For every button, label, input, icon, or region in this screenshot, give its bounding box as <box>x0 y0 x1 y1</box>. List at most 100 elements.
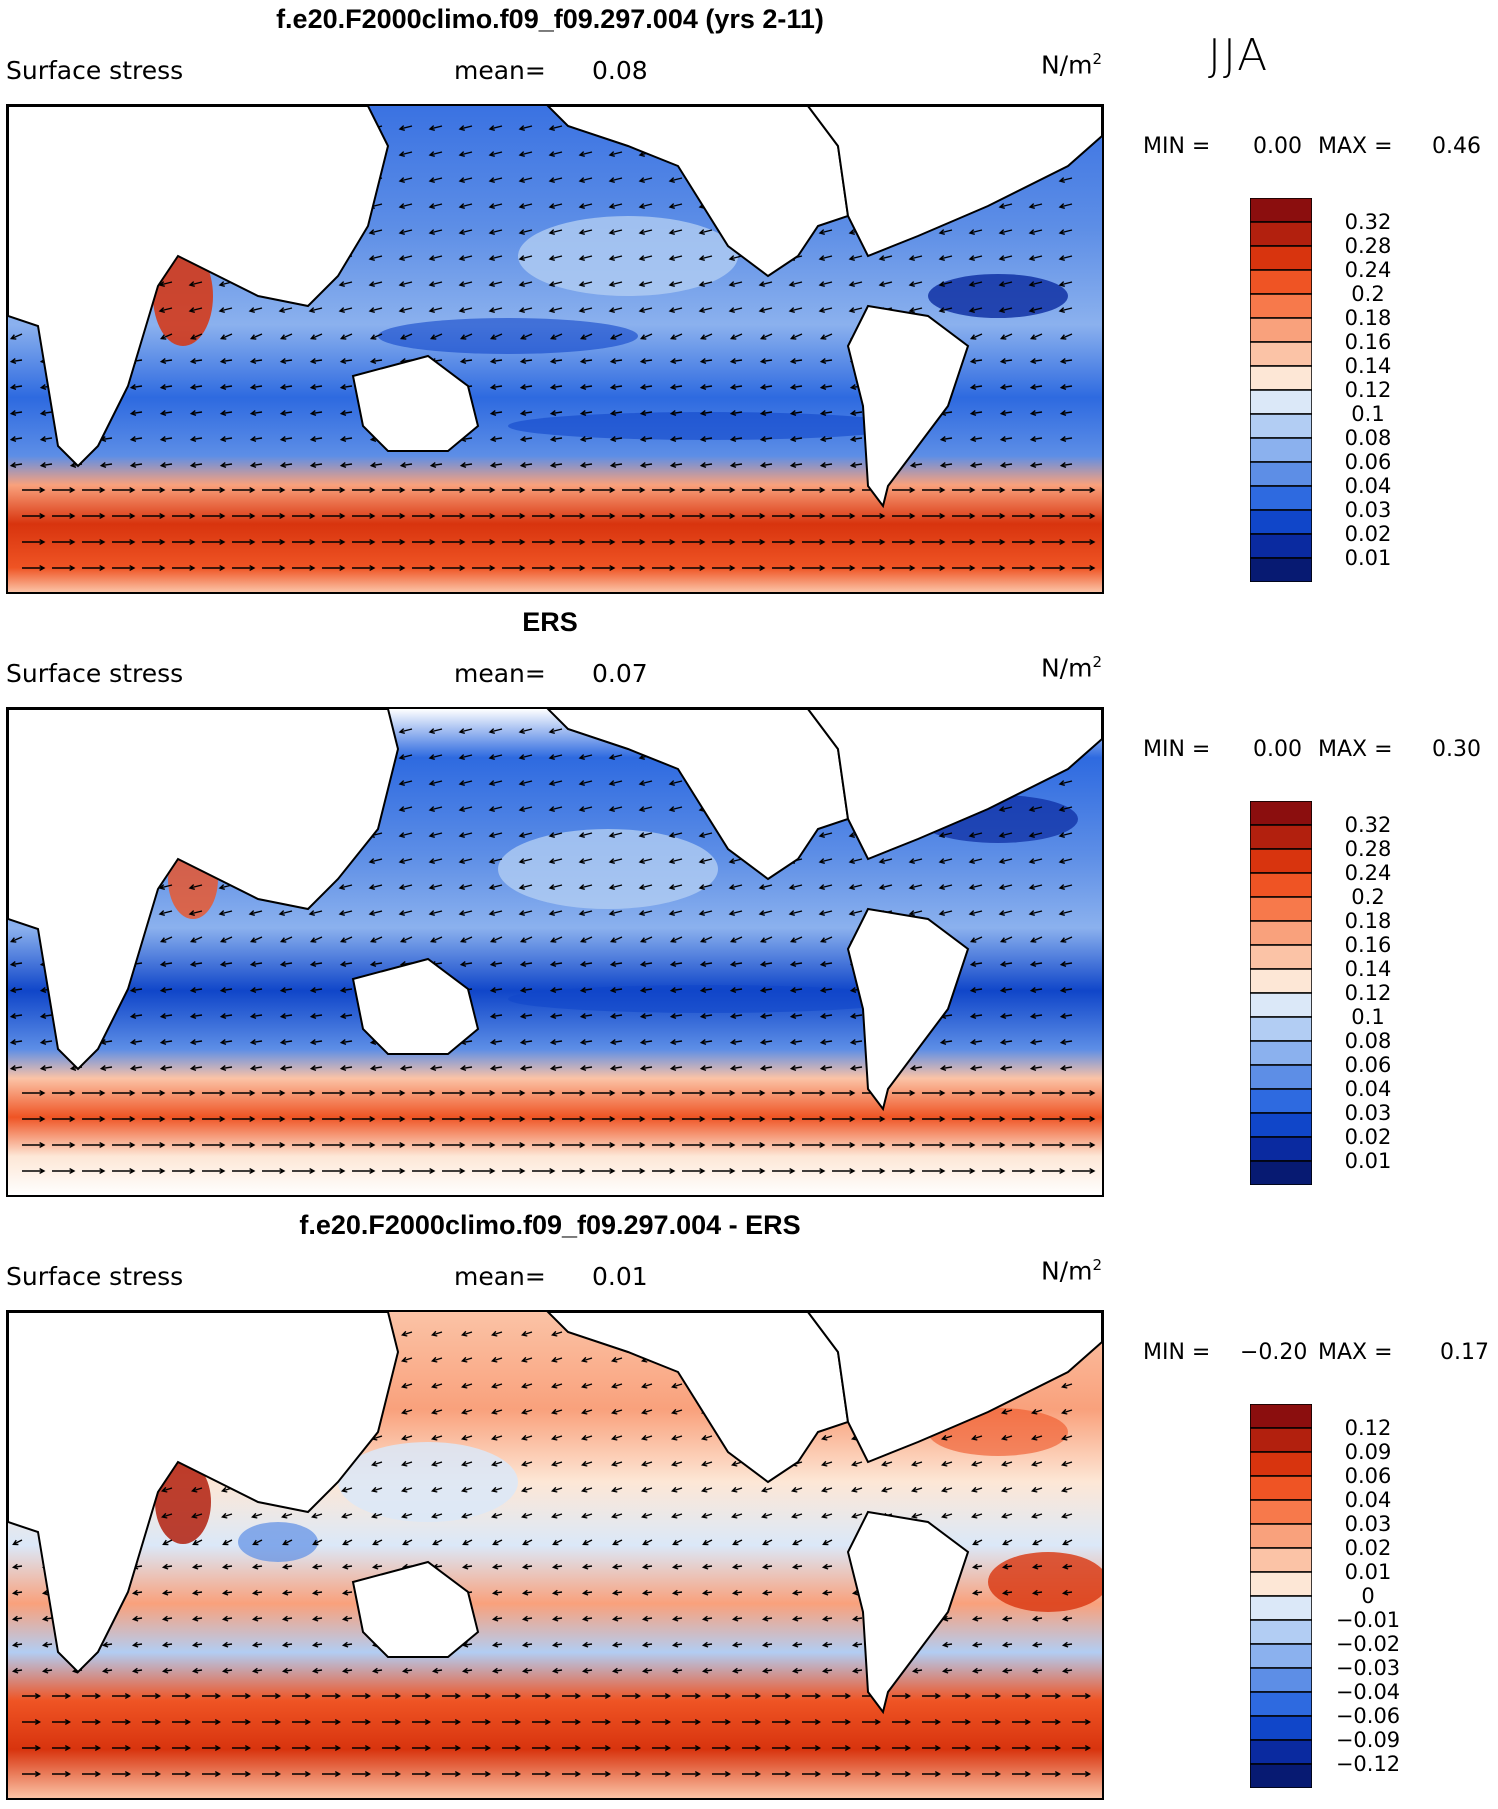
wind-vector <box>281 1615 293 1622</box>
wind-vector <box>428 125 443 131</box>
wind-vector <box>622 1744 642 1752</box>
wind-vector <box>431 1330 443 1337</box>
wind-vector <box>592 1141 616 1149</box>
wind-vector <box>862 512 886 520</box>
wind-vector <box>129 462 143 468</box>
wind-vector <box>552 1539 563 1546</box>
colorbar-tick-label: 0.24 <box>1344 258 1392 282</box>
wind-vector <box>382 1770 402 1778</box>
wind-vector <box>549 961 563 967</box>
wind-vector <box>472 1718 492 1726</box>
wind-vector <box>112 1089 136 1097</box>
wind-vector <box>249 1013 263 1019</box>
wind-vector <box>1061 1667 1073 1674</box>
wind-vector <box>502 1744 522 1752</box>
wind-vector <box>412 1744 432 1752</box>
wind-vector <box>562 1718 582 1726</box>
wind-vector <box>938 281 953 287</box>
wind-vector <box>698 910 713 916</box>
wind-vector <box>832 1141 856 1149</box>
wind-vector <box>1012 1744 1032 1752</box>
wind-vector <box>292 1770 312 1778</box>
panel-diff: f.e20.F2000climo.f09_f09.297.004 - ERS S… <box>0 1206 1498 1809</box>
wind-vector <box>669 1013 683 1019</box>
wind-vector <box>311 1667 323 1674</box>
wind-vector <box>832 486 856 494</box>
wind-vector <box>639 436 653 442</box>
wind-vector <box>489 961 503 967</box>
wind-vector <box>582 1539 593 1546</box>
wind-vector <box>698 255 713 261</box>
wind-vector <box>668 858 683 864</box>
colorbar-swatch <box>1250 365 1312 391</box>
wind-vector <box>608 806 623 812</box>
wind-vector <box>82 1141 106 1149</box>
wind-vector <box>202 1141 226 1149</box>
wind-vector <box>1028 858 1043 864</box>
wind-vector <box>309 1039 323 1045</box>
wind-vector <box>761 1667 773 1674</box>
wind-vector <box>262 486 286 494</box>
wind-vector <box>911 1460 923 1467</box>
wind-vector <box>1072 486 1096 494</box>
wind-vector <box>821 1434 833 1441</box>
wind-vector <box>578 754 593 760</box>
wind-vector <box>519 436 533 442</box>
wind-vector <box>669 987 683 993</box>
wind-vector <box>922 538 946 546</box>
wind-vector <box>521 1330 533 1337</box>
wind-vector <box>428 281 443 287</box>
wind-vector <box>112 1167 136 1175</box>
max-value: 0.17 <box>1440 1340 1489 1365</box>
colorbar-tick-label: −0.12 <box>1335 1752 1401 1776</box>
colorbar-tick-label: 0.12 <box>1344 378 1392 402</box>
wind-vector <box>221 1512 233 1519</box>
wind-vector <box>262 1089 286 1097</box>
wind-vector <box>368 858 383 864</box>
wind-vector <box>668 884 683 890</box>
wind-vector <box>502 1141 526 1149</box>
wind-vector <box>401 1382 413 1389</box>
wind-vector <box>938 307 953 313</box>
wind-vector <box>532 1770 552 1778</box>
wind-vector <box>308 307 323 313</box>
wind-vector <box>549 410 563 416</box>
wind-vector <box>398 229 413 235</box>
wind-vector <box>412 512 436 520</box>
wind-vector <box>938 910 953 916</box>
wind-vector <box>192 1539 203 1546</box>
wind-vector <box>548 151 563 157</box>
wind-vector <box>761 1512 773 1519</box>
wind-vector <box>671 1408 683 1415</box>
wind-vector <box>581 1408 593 1415</box>
wind-vector <box>458 281 473 287</box>
wind-vector <box>458 910 473 916</box>
panel-ers: ERS Surface stress mean= 0.07 N/m2 <box>0 603 1498 1206</box>
wind-vector <box>472 1167 496 1175</box>
colorbar-swatch <box>1250 221 1312 247</box>
wind-vector <box>728 884 743 890</box>
wind-vector <box>611 1589 623 1596</box>
panel-model: f.e20.F2000climo.f09_f09.297.004 (yrs 2-… <box>0 0 1498 603</box>
wind-vector <box>142 1167 166 1175</box>
wind-vector <box>382 564 406 572</box>
wind-vector <box>249 436 263 442</box>
wind-vector <box>369 961 383 967</box>
wind-vector <box>428 229 443 235</box>
wind-vector <box>999 436 1013 442</box>
wind-vector <box>518 754 533 760</box>
wind-vector <box>802 1167 826 1175</box>
wind-vector <box>412 1089 436 1097</box>
wind-vector <box>968 281 983 287</box>
wind-vector <box>758 910 773 916</box>
wind-vector <box>908 255 923 261</box>
wind-vector <box>521 1486 533 1493</box>
wind-vector <box>519 1039 533 1045</box>
wind-vector <box>682 538 706 546</box>
wind-vector <box>232 564 256 572</box>
variable-label: Surface stress <box>6 56 184 85</box>
wind-vector <box>382 538 406 546</box>
wind-vector <box>712 1141 736 1149</box>
wind-vector <box>759 1065 773 1071</box>
wind-vector <box>699 384 713 390</box>
